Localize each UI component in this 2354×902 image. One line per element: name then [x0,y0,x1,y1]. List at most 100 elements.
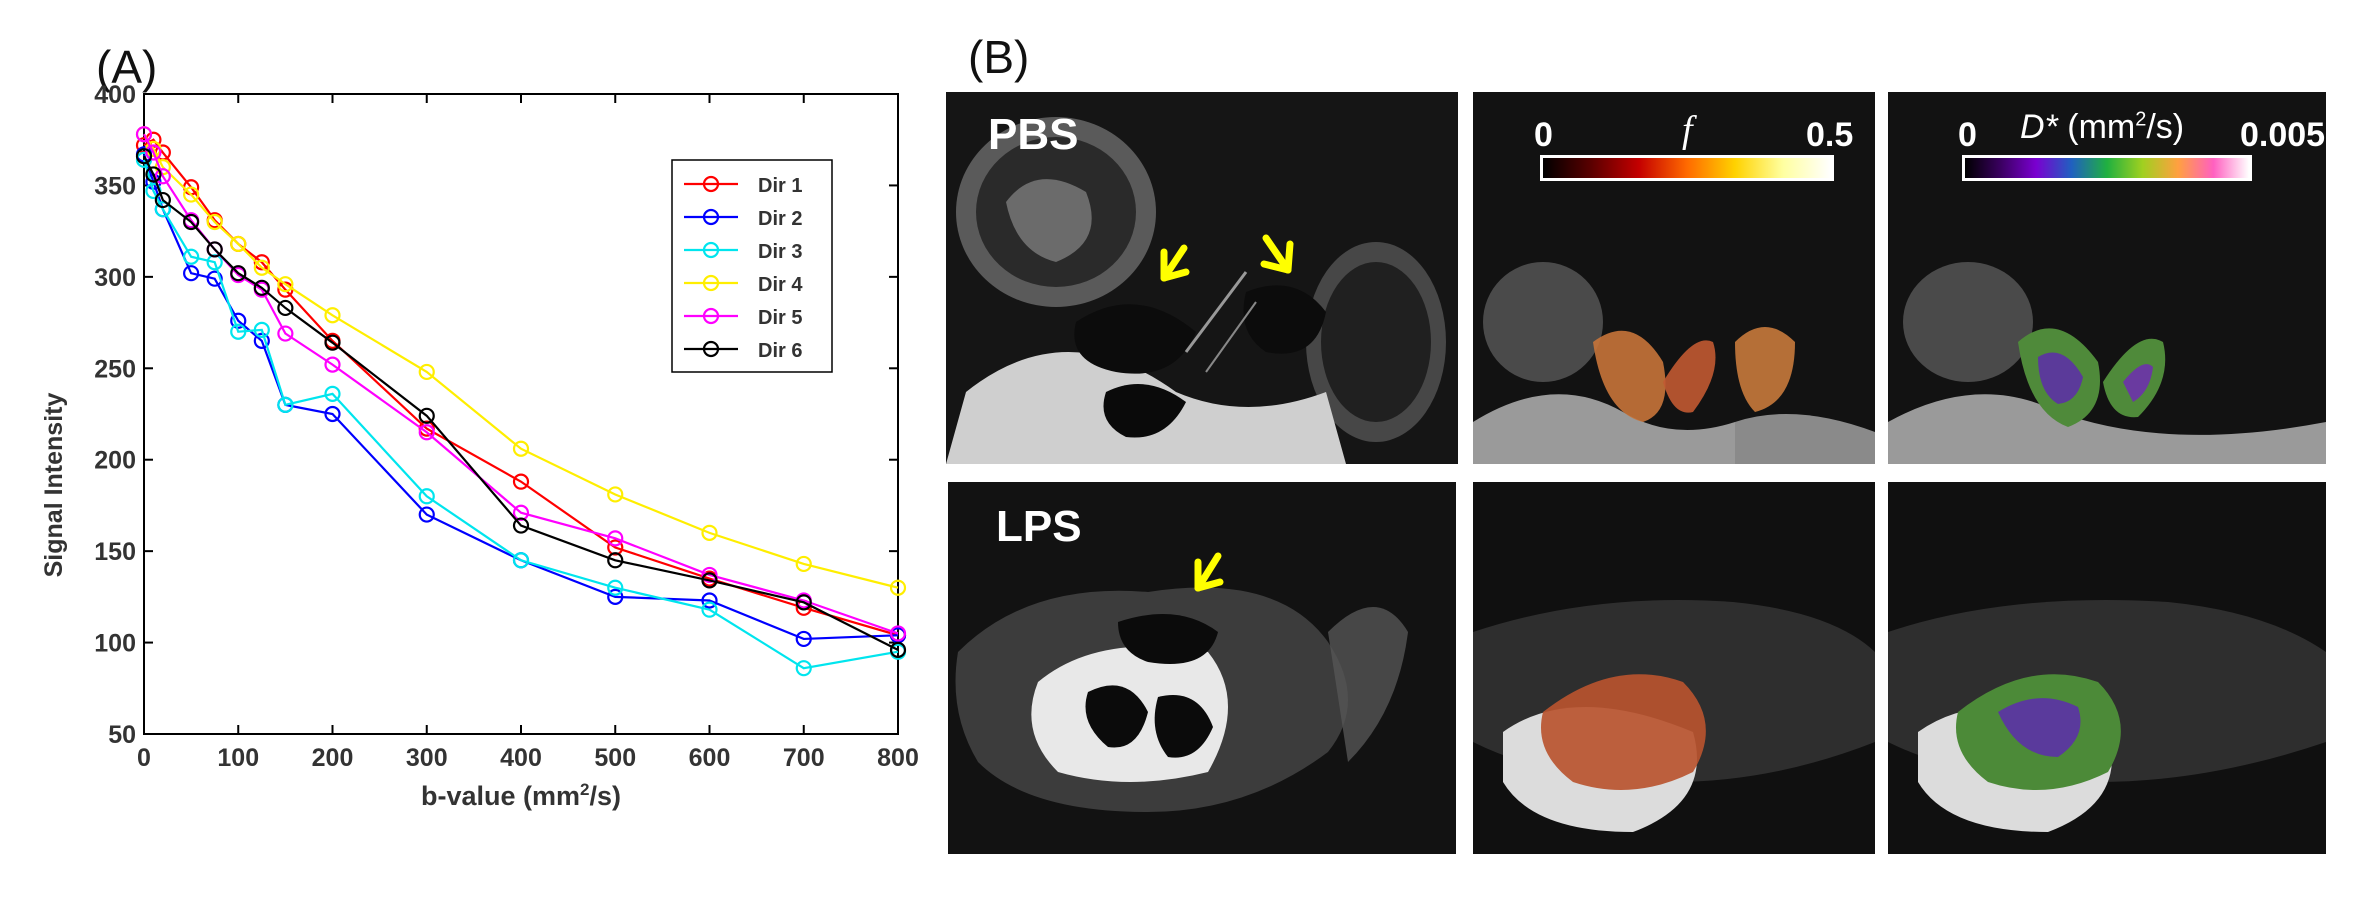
y-tick-label: 150 [94,538,136,566]
arrow-icon [1260,234,1294,274]
data-point [206,241,223,258]
data-point [324,385,341,402]
legend-marker [702,307,720,325]
x-tick-label: 800 [877,744,919,772]
y-tick-label: 200 [94,447,136,475]
data-point [230,323,247,340]
data-point [253,279,270,296]
pbs-f-map-right [1735,92,1875,464]
data-point [277,299,294,317]
y-tick-label: 300 [94,264,136,292]
data-point [418,407,435,424]
data-point [253,321,270,338]
data-point [324,334,341,351]
data-point [607,539,624,556]
data-point [607,579,624,596]
series-line [143,133,899,589]
data-point [701,566,718,584]
data-point [795,660,812,677]
data-point [145,166,162,183]
data-point [277,276,294,293]
data-point [418,424,435,441]
legend-marker [702,208,720,226]
data-point [230,265,247,282]
data-point [183,213,200,231]
data-point [701,572,718,589]
legend-marker [702,175,720,193]
x-tick-label: 0 [137,744,151,772]
data-point [183,248,200,265]
data-point [324,405,341,423]
x-tick-label: 700 [783,744,825,772]
arrow-icon [1160,244,1190,282]
x-tick-label: 400 [500,744,542,772]
data-point [183,265,200,282]
data-point [701,592,718,609]
dstar-colorbar-min: 0 [1958,116,1977,154]
data-point [607,530,624,547]
signal-intensity-chart: 50 100 150 200 250 300 350 400 0 100 200 300 400 500… [40,81,919,811]
data-point [607,552,624,569]
data-point [135,126,153,143]
data-point [795,594,812,611]
data-point [512,473,530,490]
panel-a-label: (A) [96,41,158,93]
data-point [889,641,907,658]
data-point [206,254,223,271]
arrow-icon [1194,552,1224,592]
data-point [277,396,294,413]
data-point [889,625,907,642]
legend-label: Dir 3 [758,241,802,263]
data-point [206,270,223,287]
data-point [701,524,718,541]
x-tick-label: 500 [594,744,636,772]
x-tick-label: 200 [312,744,354,772]
data-point [230,312,247,329]
y-tick-label: 100 [94,630,136,658]
legend-marker [702,340,720,358]
data-point [889,579,907,596]
series-line [143,155,899,651]
legend-marker [702,241,720,259]
data-point [418,506,435,523]
series-dir-4 [135,126,907,596]
data-point [512,504,530,521]
pbs-arrows [1160,234,1294,282]
series-dir-6 [135,148,907,658]
data-point [512,517,530,534]
data-point [324,307,341,324]
data-point [512,440,530,457]
data-point [607,588,624,605]
legend-label: Dir 6 [758,340,802,362]
data-point [145,144,162,161]
data-point [230,235,247,253]
f-colorbar-title: f [1682,109,1693,151]
data-point [253,332,270,349]
data-point [277,325,294,342]
data-point [795,555,812,573]
data-point [418,488,435,505]
lps-arrows [1194,552,1224,592]
f-colorbar [1540,155,1834,181]
y-axis-label: Signal Intensity [40,393,68,578]
dstar-colorbar [1962,155,2252,181]
legend-label: Dir 2 [758,208,802,230]
series-line [143,138,899,637]
legend-label: Dir 5 [758,307,802,329]
f-colorbar-min: 0 [1534,116,1553,154]
x-tick-label: 100 [217,744,259,772]
data-point [512,552,530,569]
lps-dstar-map [1888,482,2326,854]
x-tick-label: 300 [406,744,448,772]
pbs-f-map [1473,92,1735,464]
data-point [324,356,341,373]
data-point [795,630,812,648]
dstar-colorbar-title: D* (mm2/s) [2020,108,2185,146]
data-point [607,486,624,503]
data-point [154,201,171,218]
data-point [154,191,171,209]
pbs-label: PBS [988,110,1079,159]
series-line [143,133,899,635]
dstar-symbol: D* [2020,108,2058,146]
pbs-dstar-map [1888,92,2326,464]
